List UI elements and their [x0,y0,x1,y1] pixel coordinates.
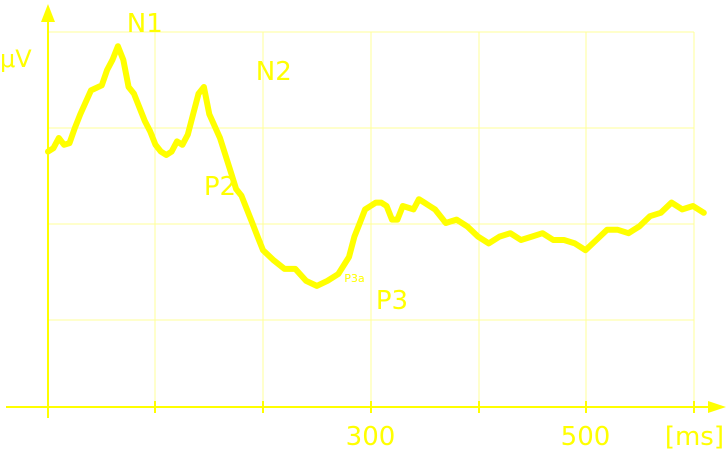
peak-label-p3a: P3a [344,272,364,285]
peak-label-p2: P2 [204,172,236,202]
x-tick-label: 500 [561,422,611,450]
peak-label-n2: N2 [256,57,292,87]
y-axis-label: μV [0,45,32,73]
axes [6,4,726,418]
grid [47,31,695,408]
x-axis-unit: [ms] [665,422,724,450]
peak-label-n1: N1 [127,9,163,39]
x-axis-arrow [708,401,726,413]
x-tick-label: 300 [346,422,396,450]
chart-labels: μV 300 500 [ms] N1 P2 N2 P3a P3 [0,9,724,450]
y-axis-arrow [41,4,55,22]
erp-waveform-line [45,43,707,289]
peak-label-p3: P3 [376,286,408,316]
